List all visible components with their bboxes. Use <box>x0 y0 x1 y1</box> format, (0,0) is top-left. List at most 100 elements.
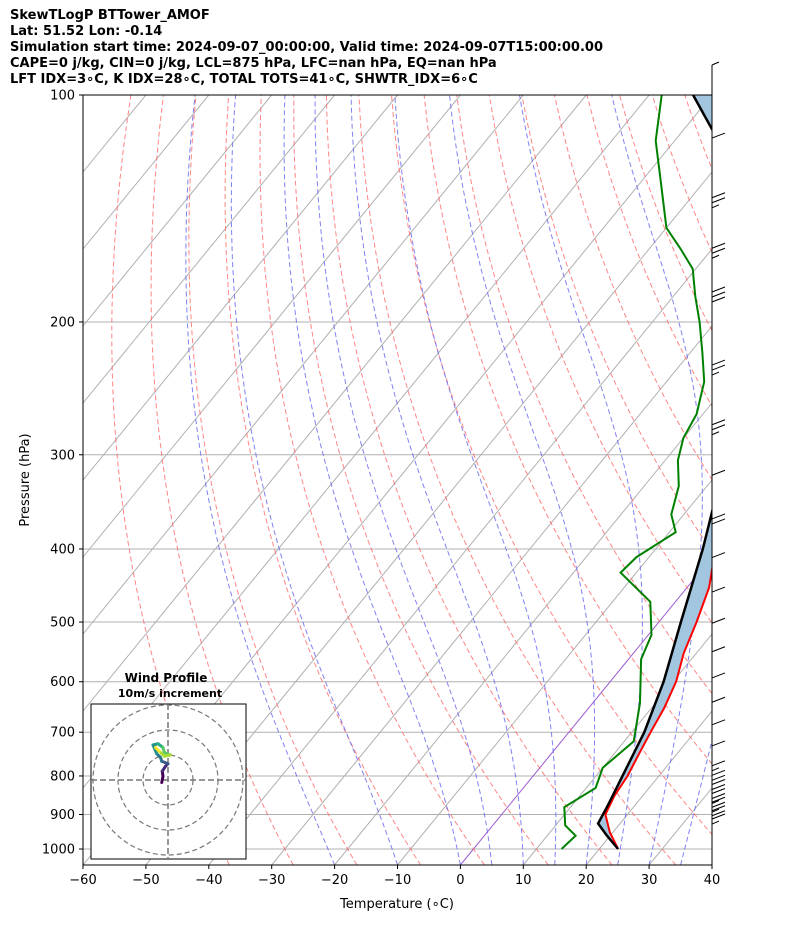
indices-label: LFT IDX=3∘C, K IDX=28∘C, TOTAL TOTS=41∘C… <box>10 72 478 87</box>
isotherm-line <box>83 95 587 712</box>
x-tick-label: −10 <box>384 873 411 888</box>
wind-barb-full <box>711 769 726 776</box>
cin-shade-area <box>598 95 712 849</box>
wind-barb-full <box>711 518 726 525</box>
wind-barb-full <box>711 805 726 812</box>
isotherm-line <box>83 95 524 635</box>
wind-barbs <box>711 61 726 850</box>
profile-lines <box>560 95 712 850</box>
wind-barb-full <box>711 513 726 520</box>
wind-barb-full <box>711 469 726 476</box>
moist-adiabat-line <box>230 95 398 865</box>
isotherm-line <box>83 95 273 327</box>
isotherm-line <box>83 95 335 404</box>
y-tick-label: 700 <box>50 726 75 741</box>
y-tick-label: 1000 <box>42 843 75 858</box>
hodograph-segment <box>154 746 161 753</box>
wind-barb-full <box>711 646 726 653</box>
dry-adiabat-line <box>750 95 794 865</box>
moist-adiabat-line <box>611 95 703 865</box>
x-tick-label: −20 <box>321 873 348 888</box>
wind-barb-full <box>711 419 726 426</box>
isotherm-line <box>145 171 712 865</box>
dry-adiabat-line <box>325 95 613 865</box>
dry-adiabat-line <box>651 95 712 254</box>
cape-label: CAPE=0 j/kg, CIN=0 j/kg, LCL=875 hPa, LF… <box>10 56 497 71</box>
dry-adiabat-line <box>783 95 794 865</box>
y-tick-label: 600 <box>50 675 75 690</box>
x-tick-label: 0 <box>456 873 464 888</box>
chart-header: SkewTLogP BTTower_AMOF Lat: 51.52 Lon: -… <box>10 8 603 88</box>
wind-barb-full <box>711 760 726 767</box>
x-tick-label: 20 <box>578 873 595 888</box>
isotherm-line <box>83 95 210 250</box>
dry-adiabat-line <box>521 95 712 553</box>
moist-adiabat-line <box>185 95 336 865</box>
x-tick-label: −60 <box>69 873 96 888</box>
isotherm-line <box>83 95 461 558</box>
wind-barb-full <box>711 424 726 431</box>
hodograph-lines <box>91 704 246 859</box>
dry-adiabat-line <box>619 95 712 332</box>
x-tick-label: 30 <box>641 873 658 888</box>
isotherm-line <box>208 248 712 865</box>
y-axis-label: Pressure (hPa) <box>18 433 33 526</box>
wind-barb-full <box>711 286 726 293</box>
isotherm-line <box>585 710 712 865</box>
dry-adiabat-line <box>684 95 712 171</box>
moist-adiabat-line <box>449 95 596 865</box>
wind-barb-half <box>711 767 720 772</box>
wind-barb-full <box>711 801 726 808</box>
isotherm-line <box>460 556 712 865</box>
wind-barb-full <box>711 132 726 139</box>
y-tick-label: 300 <box>50 448 75 463</box>
x-tick-label: −40 <box>195 873 222 888</box>
wind-barb-full <box>711 359 726 366</box>
wind-barb-full <box>711 740 726 747</box>
x-tick-label: −30 <box>258 873 285 888</box>
location-label: Lat: 51.52 Lon: -0.14 <box>10 24 163 39</box>
hodograph-segment <box>151 743 159 756</box>
wind-barb-full <box>711 793 726 799</box>
time-label: Simulation start time: 2024-09-07_00:00:… <box>10 40 603 55</box>
x-tick-label: 10 <box>515 873 532 888</box>
dry-adiabat-line <box>358 95 677 865</box>
wind-barb-full <box>711 813 726 820</box>
y-tick-label: 200 <box>50 315 75 330</box>
hodograph-title: Wind Profile <box>125 671 208 685</box>
moist-adiabat-line <box>350 95 524 865</box>
wind-barb-full <box>711 247 726 254</box>
dry-adiabat-line <box>293 95 549 865</box>
moist-adiabat-line <box>283 95 461 865</box>
wind-barb-full <box>711 796 726 803</box>
hodograph-panel: Wind Profile 10m/s increment <box>90 671 247 860</box>
dry-adiabat-line <box>391 95 712 836</box>
wind-barb-half <box>711 800 720 804</box>
moist-adiabat-line <box>314 95 493 865</box>
isotherm-line <box>334 402 712 865</box>
dry-adiabat-line <box>553 95 712 481</box>
wind-barb-full <box>711 719 726 726</box>
y-tick-label: 500 <box>50 616 75 631</box>
y-tick-label: 800 <box>50 769 75 784</box>
wind-barb-full <box>711 672 726 679</box>
wind-barb-full <box>711 192 726 199</box>
wind-barb-half <box>711 808 720 813</box>
x-axis-label: Temperature (∘C) <box>339 897 454 912</box>
dry-adiabat-line <box>150 95 294 865</box>
wind-barb-half <box>711 61 720 66</box>
wind-barb-full <box>711 296 726 303</box>
wind-barb-half <box>711 820 720 825</box>
temperature-line <box>604 563 712 850</box>
isotherm-line <box>648 787 712 865</box>
wind-barb-full <box>711 779 726 785</box>
wind-barb-full <box>711 784 726 790</box>
isotherm-line <box>711 864 712 865</box>
moist-adiabat-line <box>394 95 557 865</box>
y-tick-label: 900 <box>50 808 75 823</box>
chart-title: SkewTLogP BTTower_AMOF <box>10 8 210 23</box>
axes: −60 −50 −40 −30 −20 −10 0 10 20 30 40 100 200 300 400 5… <box>42 89 720 889</box>
isotherm-line <box>83 95 398 481</box>
wind-barb-full <box>711 586 726 593</box>
